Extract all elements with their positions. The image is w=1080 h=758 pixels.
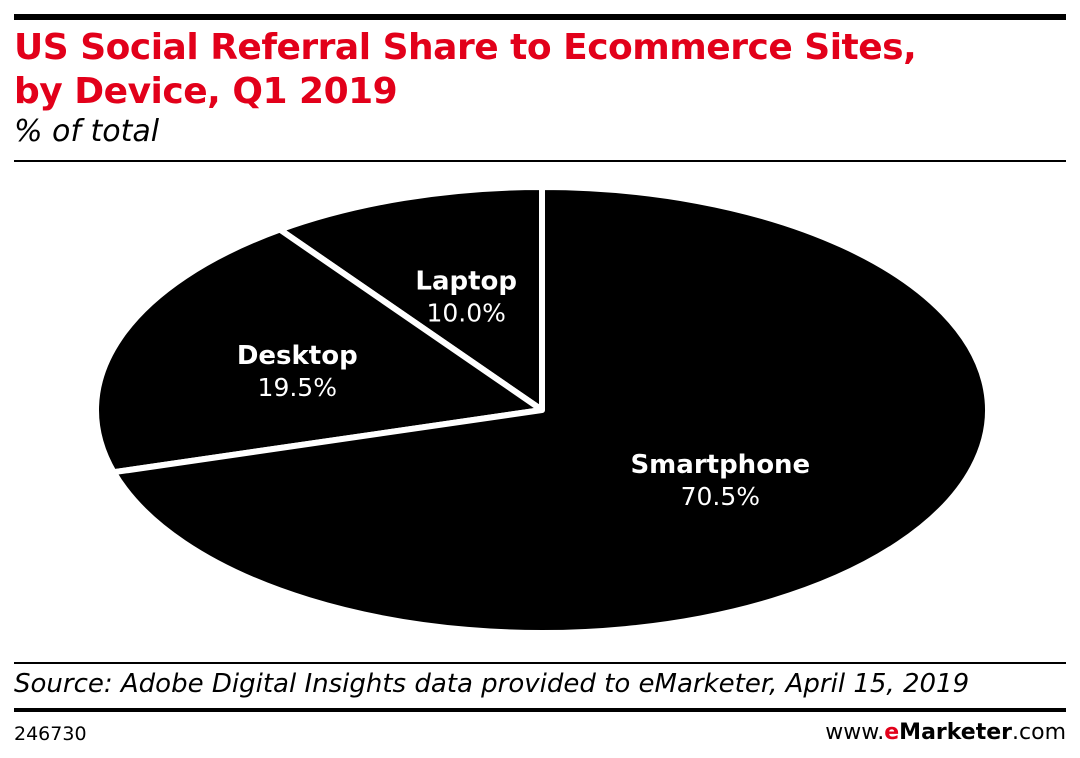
pie-slice-smartphone (110, 184, 991, 636)
source-note: Source: Adobe Digital Insights data prov… (14, 669, 970, 699)
chart-id: 246730 (14, 723, 87, 745)
pie-slices (93, 184, 991, 636)
chart-subtitle: % of total (14, 114, 160, 149)
pie-label-smartphone: Smartphone (630, 450, 810, 480)
footer-bottom-rule (14, 708, 1066, 712)
site-link[interactable]: www.eMarketer.com (825, 720, 1066, 746)
chart-title-line-2: by Device, Q1 2019 (14, 71, 398, 112)
top-rule (14, 14, 1066, 20)
site-brand-name: Marketer (899, 720, 1013, 745)
pie-label-laptop: Laptop (415, 266, 517, 296)
chart-title: US Social Referral Share to Ecommerce Si… (14, 26, 1014, 114)
pie-slice-desktop (93, 226, 545, 476)
site-suffix: .com (1012, 720, 1066, 745)
pie-value-laptop: 10.0% (426, 298, 505, 327)
pie-value-desktop: 19.5% (258, 373, 337, 402)
pie-slice-laptop (276, 184, 545, 413)
site-prefix: www. (825, 720, 885, 745)
footer-top-rule (14, 662, 1066, 664)
site-brand-e: e (884, 720, 900, 745)
pie-label-desktop: Desktop (237, 341, 358, 371)
pie-value-smartphone: 70.5% (681, 482, 760, 511)
title-divider (14, 160, 1066, 162)
chart-title-line-1: US Social Referral Share to Ecommerce Si… (14, 27, 917, 68)
